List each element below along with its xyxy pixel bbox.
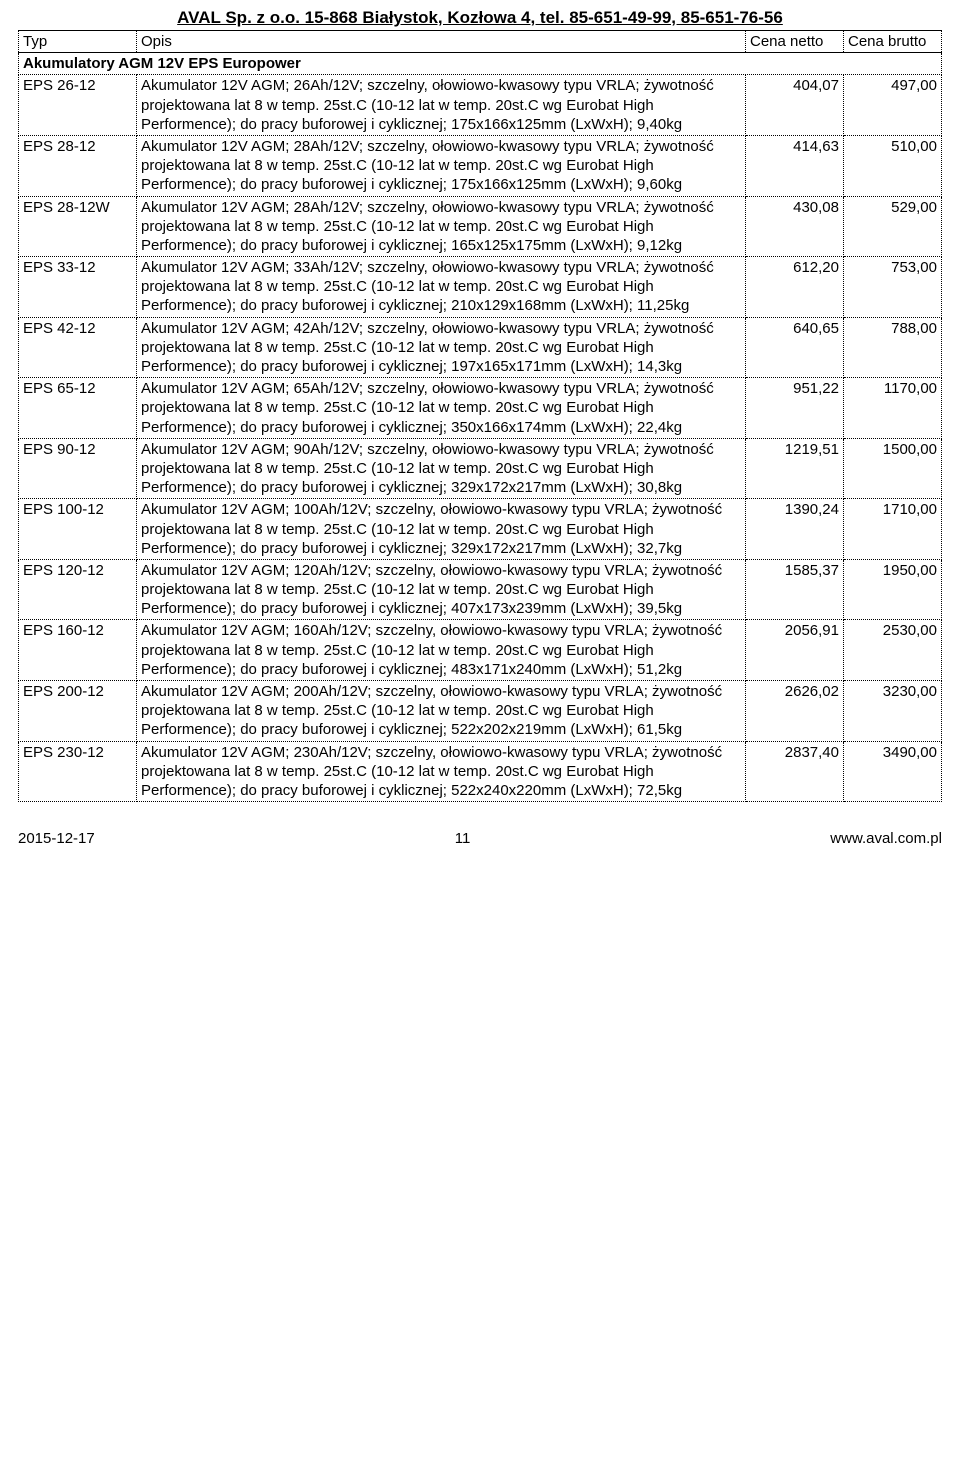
cell-netto: 2626,02 [746,681,844,742]
table-row: EPS 42-12Akumulator 12V AGM; 42Ah/12V; s… [19,317,942,378]
cell-brutto: 3490,00 [844,741,942,802]
footer-date: 2015-12-17 [18,830,95,847]
cell-brutto: 510,00 [844,135,942,196]
section-title: Akumulatory AGM 12V EPS Europower [19,53,942,75]
table-row: EPS 100-12Akumulator 12V AGM; 100Ah/12V;… [19,499,942,560]
section-title-row: Akumulatory AGM 12V EPS Europower [19,53,942,75]
cell-brutto: 1710,00 [844,499,942,560]
cell-brutto: 3230,00 [844,681,942,742]
cell-netto: 612,20 [746,257,844,318]
cell-brutto: 529,00 [844,196,942,257]
table-header-row: Typ Opis Cena netto Cena brutto [19,31,942,53]
cell-typ: EPS 120-12 [19,559,137,620]
cell-typ: EPS 33-12 [19,257,137,318]
cell-typ: EPS 26-12 [19,75,137,136]
cell-brutto: 1170,00 [844,378,942,439]
cell-brutto: 1500,00 [844,438,942,499]
cell-opis: Akumulator 12V AGM; 33Ah/12V; szczelny, … [137,257,746,318]
table-row: EPS 160-12Akumulator 12V AGM; 160Ah/12V;… [19,620,942,681]
page-footer: 2015-12-17 11 www.aval.com.pl [0,816,960,857]
col-typ: Typ [19,31,137,53]
cell-brutto: 753,00 [844,257,942,318]
table-row: EPS 33-12Akumulator 12V AGM; 33Ah/12V; s… [19,257,942,318]
table-row: EPS 65-12Akumulator 12V AGM; 65Ah/12V; s… [19,378,942,439]
cell-typ: EPS 230-12 [19,741,137,802]
table-row: EPS 120-12Akumulator 12V AGM; 120Ah/12V;… [19,559,942,620]
cell-netto: 951,22 [746,378,844,439]
table-row: EPS 90-12Akumulator 12V AGM; 90Ah/12V; s… [19,438,942,499]
cell-typ: EPS 42-12 [19,317,137,378]
cell-typ: EPS 65-12 [19,378,137,439]
cell-netto: 1219,51 [746,438,844,499]
cell-netto: 2837,40 [746,741,844,802]
price-table: Typ Opis Cena netto Cena brutto Akumulat… [18,30,942,802]
cell-netto: 640,65 [746,317,844,378]
table-row: EPS 28-12WAkumulator 12V AGM; 28Ah/12V; … [19,196,942,257]
cell-opis: Akumulator 12V AGM; 90Ah/12V; szczelny, … [137,438,746,499]
cell-opis: Akumulator 12V AGM; 160Ah/12V; szczelny,… [137,620,746,681]
table-row: EPS 28-12Akumulator 12V AGM; 28Ah/12V; s… [19,135,942,196]
cell-opis: Akumulator 12V AGM; 65Ah/12V; szczelny, … [137,378,746,439]
footer-page: 11 [455,830,471,847]
cell-typ: EPS 100-12 [19,499,137,560]
cell-netto: 1585,37 [746,559,844,620]
page-header: AVAL Sp. z o.o. 15-868 Białystok, Kozłow… [18,8,942,28]
cell-brutto: 1950,00 [844,559,942,620]
cell-brutto: 497,00 [844,75,942,136]
cell-opis: Akumulator 12V AGM; 200Ah/12V; szczelny,… [137,681,746,742]
col-brutto: Cena brutto [844,31,942,53]
cell-netto: 2056,91 [746,620,844,681]
cell-opis: Akumulator 12V AGM; 42Ah/12V; szczelny, … [137,317,746,378]
cell-typ: EPS 90-12 [19,438,137,499]
col-netto: Cena netto [746,31,844,53]
cell-opis: Akumulator 12V AGM; 230Ah/12V; szczelny,… [137,741,746,802]
col-opis: Opis [137,31,746,53]
cell-brutto: 788,00 [844,317,942,378]
cell-netto: 430,08 [746,196,844,257]
cell-netto: 404,07 [746,75,844,136]
cell-netto: 1390,24 [746,499,844,560]
cell-opis: Akumulator 12V AGM; 28Ah/12V; szczelny, … [137,196,746,257]
table-row: EPS 200-12Akumulator 12V AGM; 200Ah/12V;… [19,681,942,742]
cell-typ: EPS 28-12W [19,196,137,257]
cell-opis: Akumulator 12V AGM; 120Ah/12V; szczelny,… [137,559,746,620]
table-row: EPS 230-12Akumulator 12V AGM; 230Ah/12V;… [19,741,942,802]
table-row: EPS 26-12Akumulator 12V AGM; 26Ah/12V; s… [19,75,942,136]
cell-typ: EPS 28-12 [19,135,137,196]
cell-opis: Akumulator 12V AGM; 100Ah/12V; szczelny,… [137,499,746,560]
footer-url: www.aval.com.pl [830,830,942,847]
cell-opis: Akumulator 12V AGM; 26Ah/12V; szczelny, … [137,75,746,136]
cell-typ: EPS 160-12 [19,620,137,681]
cell-opis: Akumulator 12V AGM; 28Ah/12V; szczelny, … [137,135,746,196]
cell-brutto: 2530,00 [844,620,942,681]
cell-typ: EPS 200-12 [19,681,137,742]
cell-netto: 414,63 [746,135,844,196]
